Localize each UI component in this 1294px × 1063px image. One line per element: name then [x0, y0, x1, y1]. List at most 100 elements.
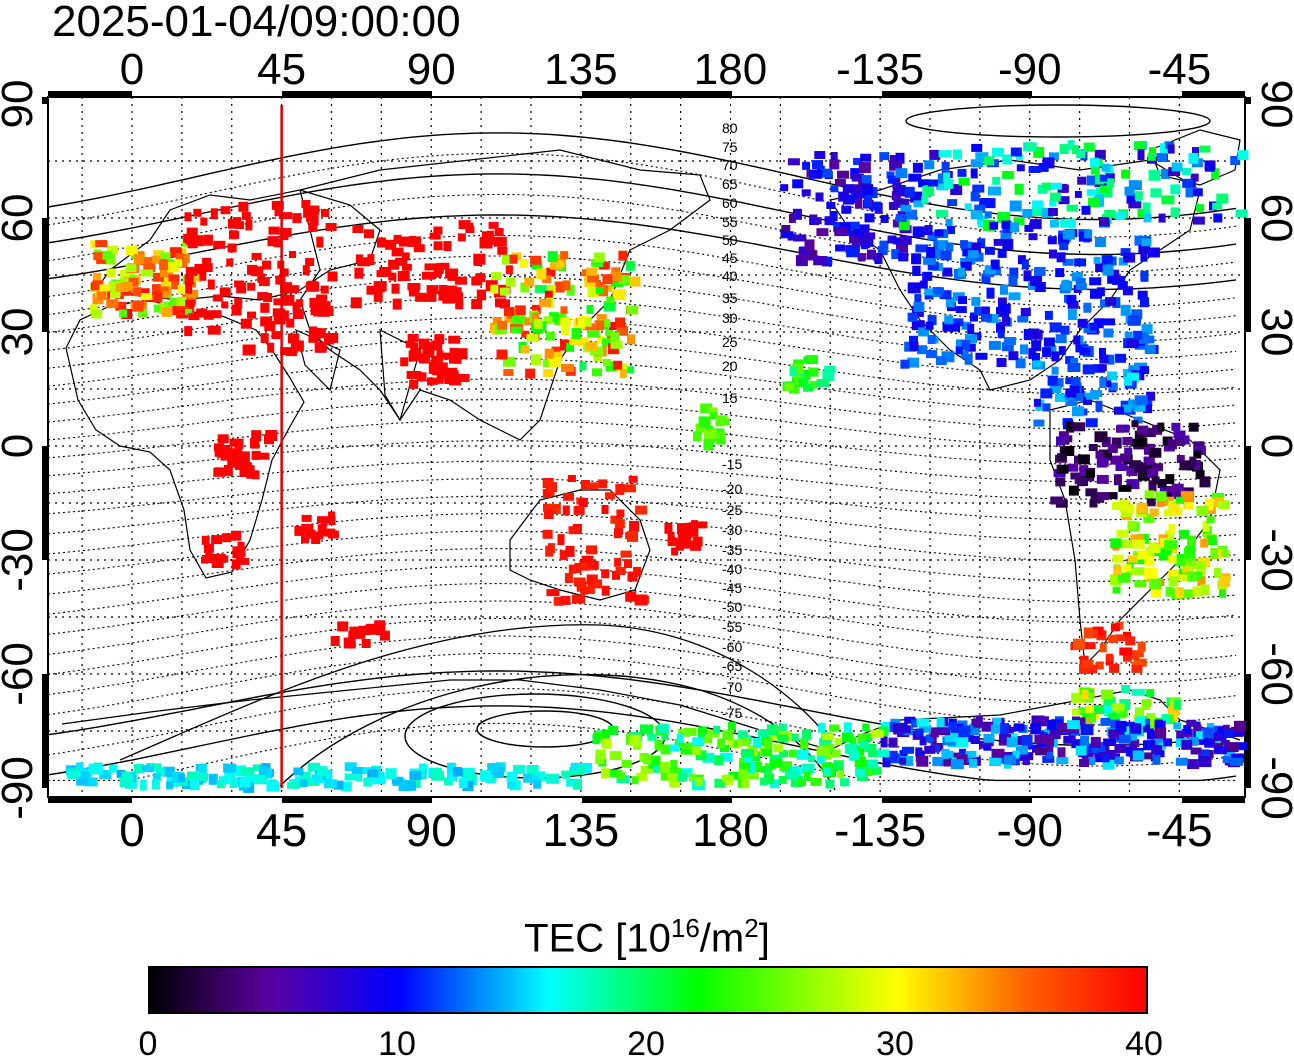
tec-patch: [1213, 746, 1227, 755]
tec-patch: [766, 724, 778, 736]
tec-patch: [267, 342, 275, 353]
tec-patch: [1006, 737, 1018, 748]
tec-patch: [1192, 147, 1199, 158]
tec-patch: [834, 227, 848, 237]
tec-patch: [186, 289, 199, 298]
tec-patch: [333, 780, 344, 790]
tec-patch: [234, 298, 243, 309]
tec-patch: [429, 232, 441, 240]
tec-patch: [409, 379, 419, 389]
tec-patch: [706, 729, 719, 738]
tec-patch: [566, 778, 579, 787]
tec-patch: [803, 771, 811, 781]
tec-patch: [247, 282, 256, 291]
tec-patch: [587, 274, 599, 283]
tec-patch: [351, 766, 363, 774]
tec-patch: [138, 309, 148, 318]
tec-patch: [289, 251, 296, 258]
tec-patch: [983, 733, 995, 743]
tec-patch: [568, 526, 581, 535]
tec-patch: [1042, 755, 1055, 763]
tec-patch: [458, 220, 471, 230]
latitude-tick-right: -60: [1252, 642, 1294, 706]
tec-patch: [895, 168, 908, 179]
tec-patch: [1080, 724, 1094, 736]
tec-patch: [1024, 224, 1034, 232]
tec-patch: [1119, 647, 1133, 656]
tec-patch: [1033, 398, 1041, 407]
tec-patch: [849, 751, 859, 760]
tec-patch: [1086, 175, 1096, 186]
tec-patch: [1113, 565, 1122, 575]
tec-patch: [942, 267, 953, 277]
tec-patch: [944, 731, 958, 743]
tec-patch: [140, 293, 153, 300]
tec-patch: [688, 773, 696, 782]
tec-patch: [950, 184, 963, 196]
tec-patch: [273, 298, 287, 306]
tec-patch: [512, 764, 525, 774]
tec-patch: [1147, 247, 1160, 258]
tec-patch: [977, 238, 986, 248]
tec-patch: [590, 346, 604, 356]
tec-patch: [1094, 237, 1106, 247]
tec-patch: [1111, 703, 1125, 712]
tec-patch: [893, 183, 902, 195]
tec-patch: [1151, 476, 1160, 485]
tec-patch: [851, 173, 864, 182]
tec-patch: [1211, 168, 1220, 180]
tec-patch: [869, 201, 882, 211]
tec-patch: [738, 769, 748, 780]
axis-bar-top: [282, 91, 432, 98]
tec-patch: [258, 277, 270, 287]
tec-patch: [819, 738, 832, 746]
tec-patch: [443, 241, 452, 252]
tec-patch: [1144, 344, 1156, 354]
tec-patch: [299, 771, 311, 782]
tec-patch: [838, 191, 850, 202]
tec-patch: [214, 448, 225, 457]
tec-patch: [945, 297, 955, 308]
tec-patch: [923, 256, 937, 265]
tec-patch: [944, 178, 954, 189]
tec-patch: [511, 315, 525, 325]
tec-patch: [281, 230, 289, 241]
tec-patch: [824, 365, 836, 373]
tec-patch: [1090, 164, 1100, 175]
tec-patch: [110, 287, 121, 299]
tec-patch: [1099, 449, 1112, 461]
tec-patch: [1116, 425, 1124, 433]
tec-patch: [307, 205, 320, 215]
tec-patch: [223, 763, 237, 773]
tec-patch: [915, 747, 923, 757]
tec-patch: [1087, 664, 1098, 674]
tec-patch: [1075, 282, 1087, 290]
tec-patch: [1052, 378, 1064, 388]
tec-patch: [1076, 150, 1086, 159]
tec-patch: [635, 505, 648, 515]
tec-patch: [1160, 537, 1167, 548]
tec-patch: [139, 779, 147, 791]
tec-patch: [494, 228, 504, 236]
tec-patch: [548, 357, 561, 368]
tec-patch: [166, 262, 179, 273]
tec-patch: [1077, 318, 1088, 328]
tec-patch: [239, 451, 250, 462]
tec-patch: [181, 254, 190, 263]
tec-patch: [350, 297, 362, 309]
tec-patch: [1070, 377, 1081, 387]
tec-patch: [916, 718, 930, 727]
tec-patch: [1073, 638, 1085, 650]
tec-patch: [601, 505, 609, 514]
tec-patch: [1152, 754, 1161, 765]
tec-patch: [514, 305, 526, 316]
tec-patch: [348, 631, 356, 642]
tec-patch: [487, 763, 499, 772]
tec-patch: [566, 342, 575, 352]
tec-patch: [88, 763, 99, 772]
tec-patch: [394, 247, 404, 255]
tec-patch: [316, 236, 324, 248]
tec-patch: [1178, 568, 1190, 578]
tec-patch: [106, 299, 119, 309]
contour-label: 80: [722, 120, 738, 136]
